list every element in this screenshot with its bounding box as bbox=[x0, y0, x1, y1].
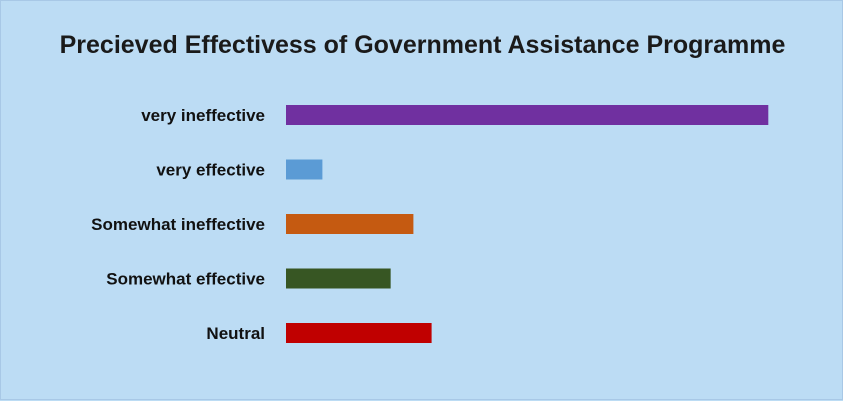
category-label: very effective bbox=[156, 161, 265, 180]
bar bbox=[286, 268, 391, 289]
category-label: Neutral bbox=[206, 324, 265, 343]
category-label: Somewhat effective bbox=[106, 270, 265, 289]
category-label: very ineffective bbox=[141, 106, 265, 125]
bar bbox=[286, 323, 432, 343]
bar bbox=[286, 105, 769, 125]
bar bbox=[286, 214, 414, 234]
bar bbox=[286, 159, 323, 180]
category-label: Somewhat ineffective bbox=[91, 215, 265, 234]
chart-title: Precieved Effectivess of Government Assi… bbox=[59, 31, 786, 59]
